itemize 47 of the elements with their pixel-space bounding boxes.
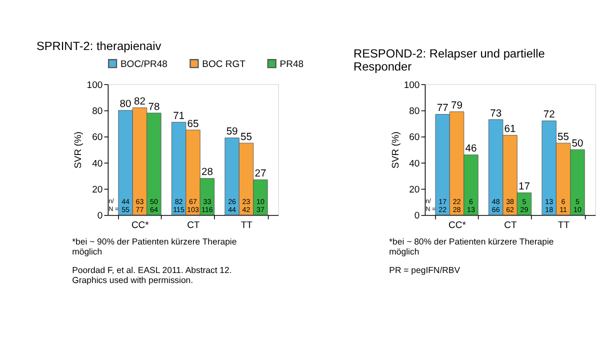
data-label: 46 [465,144,477,155]
legend-label: BOC/PR48 [120,58,168,70]
x-tick-label: CC* [448,220,466,232]
y-axis-title: SVR (%) [73,132,84,168]
y-tick-label: 60 [92,132,103,144]
y-tick-label: 60 [409,132,420,144]
data-label: 82 [134,96,146,108]
y-tick-label: 20 [409,184,420,196]
legend-label: BOC RGT [202,58,246,70]
y-tick-label: 0 [414,210,420,222]
data-label: 65 [187,118,199,130]
text: *bei ~ 80% der Patienten kürzere Therapie möglich [389,236,554,257]
data-label: 27 [254,168,266,180]
y-tick-label: 100 [86,80,103,91]
legend-label: PR48 [280,58,304,70]
y-tick-label: 80 [92,106,103,117]
y-tick-label: 40 [409,158,420,170]
text: PR = pegIFN/RBV [389,264,460,275]
data-label: 80 [120,99,132,110]
y-tick-label: 80 [409,106,420,117]
chart-title: SPRINT-2: therapienaiv [36,39,162,54]
data-label: 28 [201,167,214,178]
data-label: 61 [504,124,516,136]
data-label: 17 [518,182,530,193]
data-label: 72 [543,110,556,121]
data-label: 55 [558,132,570,143]
y-tick-label: 20 [92,184,103,196]
data-label: 77 [436,103,449,114]
y-tick-label: 40 [92,158,103,170]
x-tick-label: CT [504,220,517,232]
data-label: 73 [490,108,502,120]
data-label: 59 [226,126,238,138]
y-tick-label: 100 [404,80,420,91]
x-tick-label: TT [558,220,570,232]
data-label: 79 [451,100,463,112]
data-label: 50 [572,138,584,150]
data-label: 55 [240,132,252,143]
y-tick-label: 0 [97,210,103,222]
chart-title: RESPOND-2: Relapser und partielle Responder [354,46,546,74]
x-tick-label: CC* [131,220,150,232]
text: Poordad F, et al. EASL 2011. Abstract 12. Graphics used with permission. [72,264,232,286]
y-axis-title: SVR (%) [390,132,402,168]
data-label: 71 [173,110,185,122]
x-tick-label: CT [187,220,200,232]
text: *bei ~ 90% der Patienten kürzere Therapie möglich [72,236,237,257]
data-label: 78 [148,102,160,113]
x-tick-label: TT [240,220,253,232]
